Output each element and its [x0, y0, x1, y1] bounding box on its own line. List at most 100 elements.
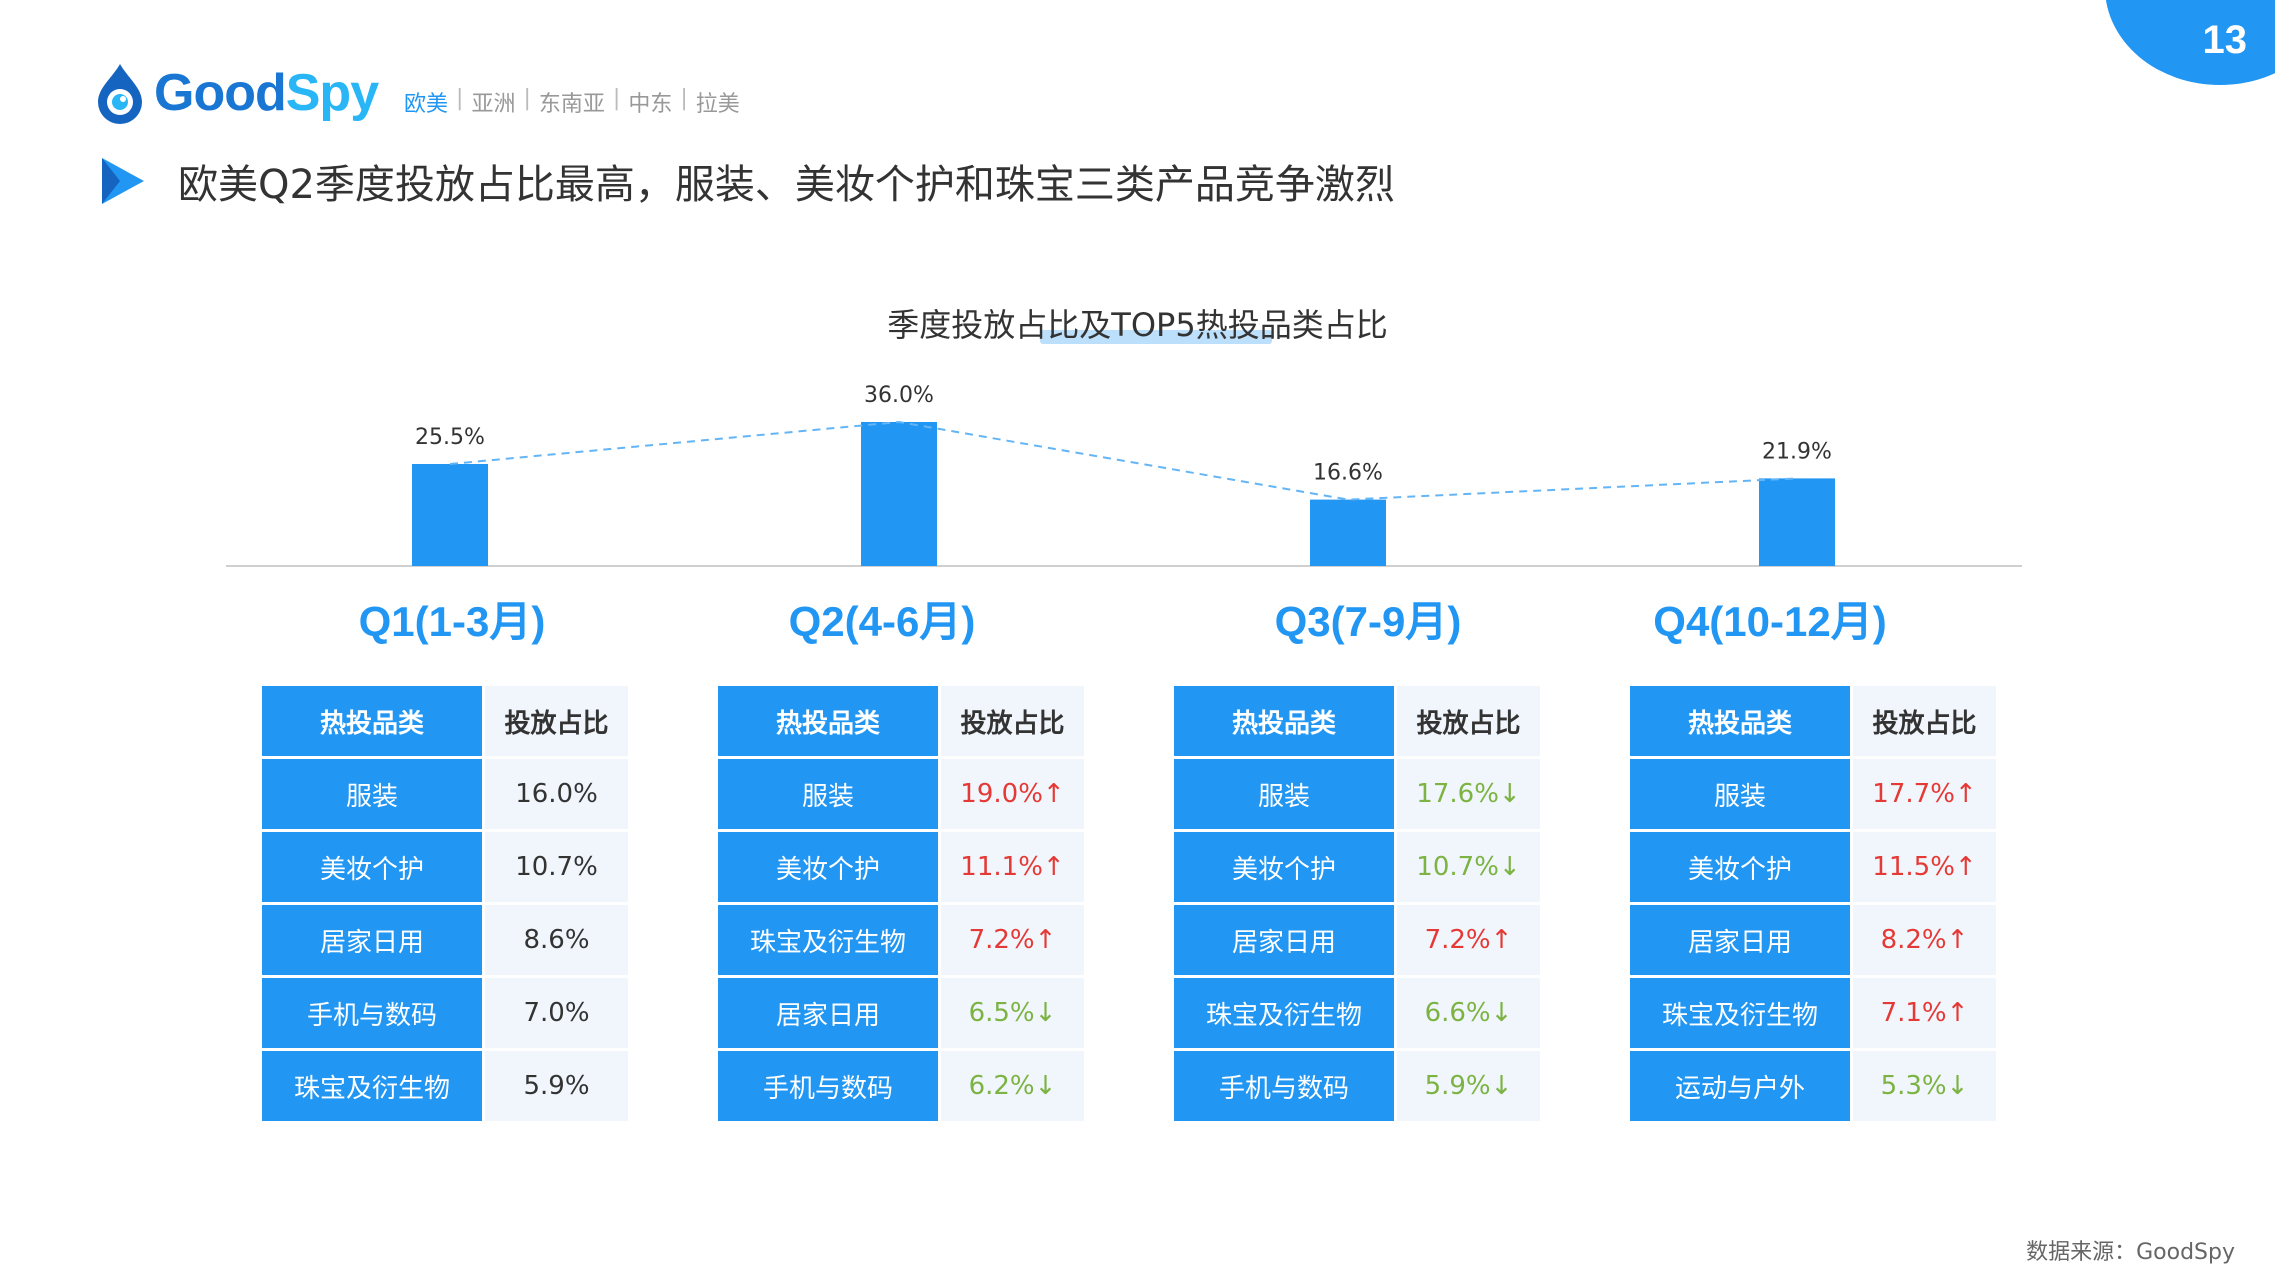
share-cell: 10.7%↓ — [1397, 832, 1540, 902]
share-cell: 11.1%↑ — [941, 832, 1084, 902]
table-row: 美妆个护 10.7% — [262, 832, 628, 902]
category-cell: 运动与户外 — [1630, 1051, 1850, 1121]
category-table-q4: 热投品类 投放占比 服装 17.7%↑ 美妆个护 11.5%↑ 居家日用 8.2… — [1630, 686, 1996, 1124]
category-cell: 服装 — [718, 759, 938, 829]
category-cell: 居家日用 — [1630, 905, 1850, 975]
share-cell: 10.7% — [485, 832, 628, 902]
bar-1 — [412, 464, 488, 566]
share-cell: 8.2%↑ — [1853, 905, 1996, 975]
category-cell: 美妆个护 — [718, 832, 938, 902]
share-cell: 6.2%↓ — [941, 1051, 1084, 1121]
category-cell: 居家日用 — [718, 978, 938, 1048]
table-header-row: 热投品类 投放占比 — [718, 686, 1084, 756]
category-cell: 美妆个护 — [262, 832, 482, 902]
share-cell: 7.2%↑ — [941, 905, 1084, 975]
header-category: 热投品类 — [1630, 686, 1850, 756]
share-cell: 7.0% — [485, 978, 628, 1048]
table-row: 美妆个护 11.5%↑ — [1630, 832, 1996, 902]
table-row: 珠宝及衍生物 7.1%↑ — [1630, 978, 1996, 1048]
header-category: 热投品类 — [718, 686, 938, 756]
category-cell: 服装 — [1174, 759, 1394, 829]
share-cell: 16.0% — [485, 759, 628, 829]
category-cell: 珠宝及衍生物 — [1174, 978, 1394, 1048]
data-label-1: 25.5% — [415, 425, 485, 450]
category-cell: 服装 — [262, 759, 482, 829]
table-row: 居家日用 8.6% — [262, 905, 628, 975]
category-table-q3: 热投品类 投放占比 服装 17.6%↓ 美妆个护 10.7%↓ 居家日用 7.2… — [1174, 686, 1540, 1124]
region-item-asia[interactable]: 亚洲 — [471, 92, 516, 117]
headline: 欧美Q2季度投放占比最高，服装、美妆个护和珠宝三类产品竞争激烈 — [98, 152, 1395, 210]
chart-title-highlight — [1040, 330, 1272, 344]
logo-wordmark: GoodSpy — [154, 64, 379, 122]
table-row: 美妆个护 10.7%↓ — [1174, 832, 1540, 902]
table-header-row: 热投品类 投放占比 — [262, 686, 628, 756]
table-row: 居家日用 8.2%↑ — [1630, 905, 1996, 975]
region-separator: | — [680, 86, 688, 111]
quarter-label-q2: Q2(4-6月) — [788, 598, 976, 645]
region-item-southeast-asia[interactable]: 东南亚 — [538, 92, 605, 117]
quarter-label-q3: Q3(7-9月) — [1274, 598, 1462, 645]
chart-title: 季度投放占比及TOP5热投品类占比 — [887, 306, 1388, 344]
category-cell: 珠宝及衍生物 — [718, 905, 938, 975]
table-row: 服装 17.6%↓ — [1174, 759, 1540, 829]
table-row: 美妆个护 11.1%↑ — [718, 832, 1084, 902]
share-cell: 5.9%↓ — [1397, 1051, 1540, 1121]
table-row: 居家日用 6.5%↓ — [718, 978, 1084, 1048]
category-cell: 手机与数码 — [262, 978, 482, 1048]
headline-text: 欧美Q2季度投放占比最高，服装、美妆个护和珠宝三类产品竞争激烈 — [178, 162, 1395, 208]
play-arrow-icon — [102, 158, 144, 204]
header-share: 投放占比 — [941, 686, 1084, 756]
region-nav: 欧美 | 亚洲 | 东南亚 | 中东 | 拉美 — [404, 86, 740, 118]
table-row: 珠宝及衍生物 5.9% — [262, 1051, 628, 1121]
region-item-europe-america[interactable]: 欧美 — [404, 92, 449, 117]
table-row: 服装 17.7%↑ — [1630, 759, 1996, 829]
category-cell: 美妆个护 — [1630, 832, 1850, 902]
share-cell: 6.5%↓ — [941, 978, 1084, 1048]
table-row: 珠宝及衍生物 6.6%↓ — [1174, 978, 1540, 1048]
header-share: 投放占比 — [1397, 686, 1540, 756]
table-row: 运动与户外 5.3%↓ — [1630, 1051, 1996, 1121]
bar-4 — [1759, 478, 1835, 566]
table-row: 手机与数码 6.2%↓ — [718, 1051, 1084, 1121]
data-label-3: 16.6% — [1313, 461, 1383, 486]
goodspy-logo: GoodSpy — [92, 60, 379, 126]
table-header-row: 热投品类 投放占比 — [1174, 686, 1540, 756]
trend-line — [449, 420, 1798, 501]
share-cell: 17.7%↑ — [1853, 759, 1996, 829]
category-cell: 居家日用 — [1174, 905, 1394, 975]
table-row: 服装 16.0% — [262, 759, 628, 829]
category-cell: 珠宝及衍生物 — [1630, 978, 1850, 1048]
region-separator: | — [456, 86, 464, 111]
bar-2 — [861, 422, 937, 566]
region-separator: | — [523, 86, 531, 111]
table-row: 手机与数码 5.9%↓ — [1174, 1051, 1540, 1121]
header-share: 投放占比 — [485, 686, 628, 756]
category-cell: 居家日用 — [262, 905, 482, 975]
header-category: 热投品类 — [1174, 686, 1394, 756]
data-label-2: 36.0% — [864, 383, 934, 408]
share-cell: 7.1%↑ — [1853, 978, 1996, 1048]
table-header-row: 热投品类 投放占比 — [1630, 686, 1996, 756]
region-item-latin-america[interactable]: 拉美 — [695, 92, 740, 117]
share-cell: 17.6%↓ — [1397, 759, 1540, 829]
table-row: 服装 19.0%↑ — [718, 759, 1084, 829]
share-cell: 19.0%↑ — [941, 759, 1084, 829]
share-cell: 5.3%↓ — [1853, 1051, 1996, 1121]
share-cell: 7.2%↑ — [1397, 905, 1540, 975]
category-table-q2: 热投品类 投放占比 服装 19.0%↑ 美妆个护 11.1%↑ 珠宝及衍生物 7… — [718, 686, 1084, 1124]
category-cell: 服装 — [1630, 759, 1850, 829]
category-cell: 手机与数码 — [718, 1051, 938, 1121]
region-item-middle-east[interactable]: 中东 — [628, 92, 673, 117]
bar-3 — [1310, 499, 1386, 566]
region-separator: | — [612, 86, 621, 111]
quarter-label-q1: Q1(1-3月) — [358, 598, 546, 645]
table-row: 居家日用 7.2%↑ — [1174, 905, 1540, 975]
category-table-q1: 热投品类 投放占比 服装 16.0% 美妆个护 10.7% 居家日用 8.6% … — [262, 686, 628, 1124]
data-label-4: 21.9% — [1762, 439, 1832, 464]
table-row: 手机与数码 7.0% — [262, 978, 628, 1048]
share-cell: 11.5%↑ — [1853, 832, 1996, 902]
bar-chart: 25.5% 36.0% 16.6% 21.9% — [226, 383, 2022, 567]
header-share: 投放占比 — [1853, 686, 1996, 756]
quarter-label-q4: Q4(10-12月) — [1653, 598, 1887, 645]
goodspy-logo-icon — [98, 64, 142, 124]
